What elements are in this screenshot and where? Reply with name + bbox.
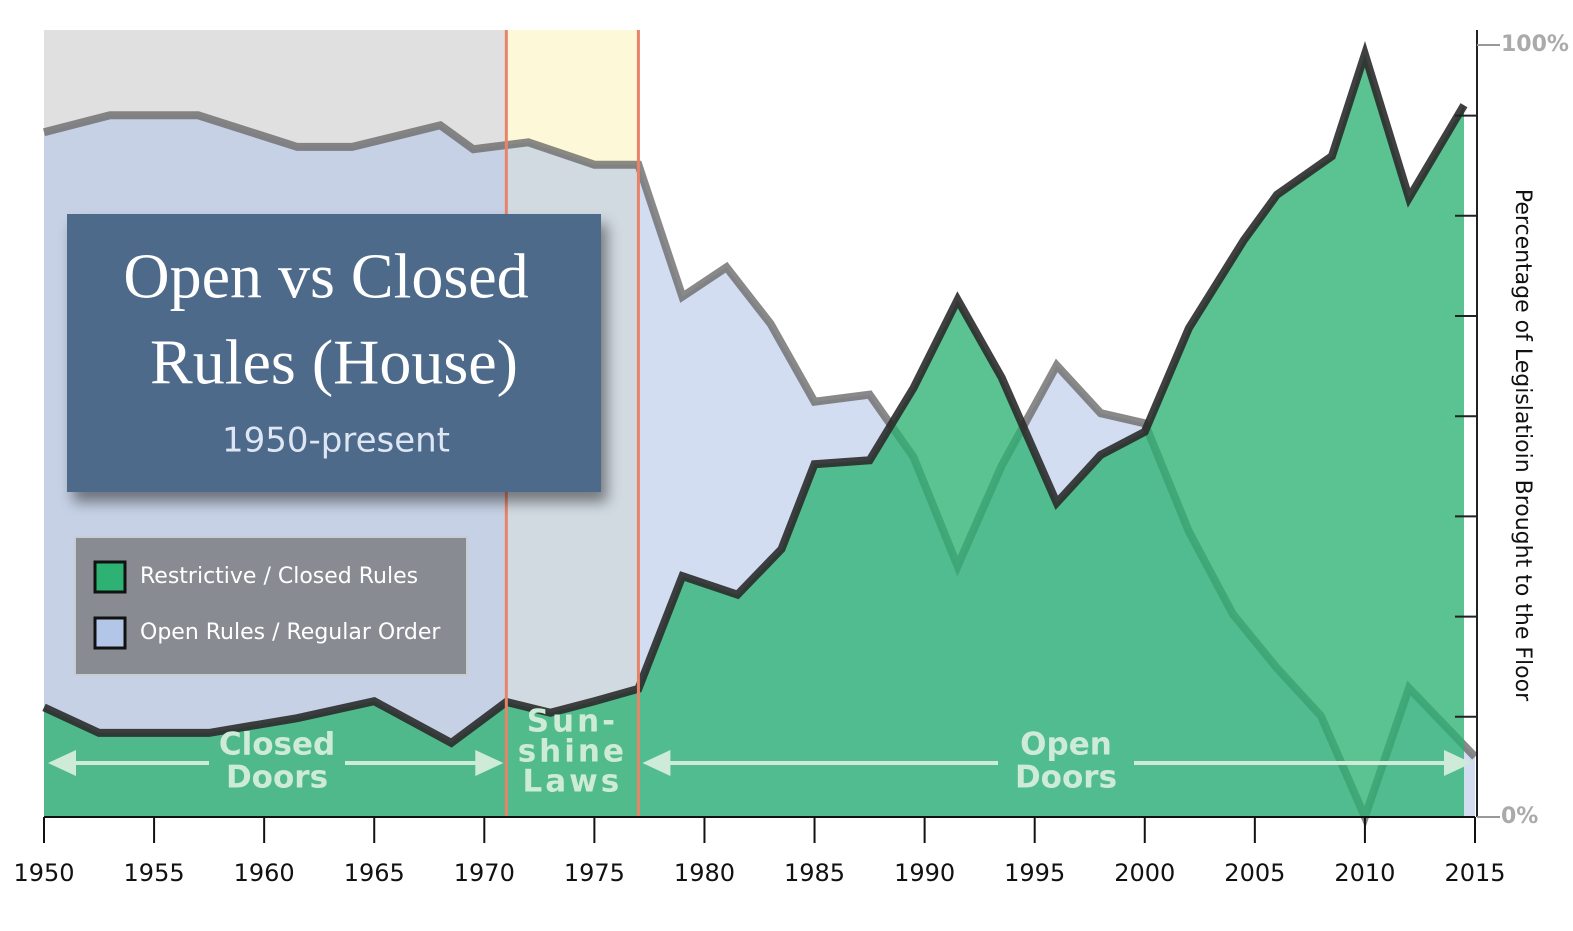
era-label: Doors	[226, 760, 328, 796]
y-tick-label: 0%	[1501, 804, 1538, 829]
legend-swatch	[93, 560, 127, 594]
era-label: Laws	[522, 764, 622, 800]
era-label: shine	[518, 734, 627, 770]
x-tick-label: 1960	[234, 859, 295, 887]
title-box	[67, 214, 601, 492]
x-tick-label: 1965	[344, 859, 405, 887]
legend-box	[74, 536, 468, 676]
x-tick-label: 1995	[1004, 859, 1065, 887]
arrow-head	[642, 750, 671, 776]
legend-label: Restrictive / Closed Rules	[140, 564, 418, 589]
era-label: Sun-	[527, 704, 618, 740]
subtitle: 1950-present	[222, 421, 450, 461]
arrow-head	[48, 750, 76, 776]
era-label: Open	[1020, 727, 1112, 763]
x-tick-label: 2015	[1444, 859, 1505, 887]
area	[44, 54, 1464, 818]
x-tick-label: 1955	[124, 859, 185, 887]
x-tick-label: 2000	[1114, 859, 1175, 887]
era-label: Doors	[1015, 760, 1117, 796]
title-line: Open vs Closed	[123, 241, 528, 312]
x-tick-label: 1950	[13, 859, 74, 887]
x-tick-label: 1985	[784, 859, 845, 887]
era-label: Closed	[219, 727, 335, 763]
x-tick-label: 1990	[894, 859, 955, 887]
x-tick-label: 2005	[1224, 859, 1285, 887]
y-axis-label: Percentage of Legislatioin Brought to th…	[1510, 189, 1535, 702]
y-tick-label: 100%	[1501, 32, 1569, 57]
x-tick-label: 1980	[674, 859, 735, 887]
x-tick-label: 1970	[454, 859, 515, 887]
legend-label: Open Rules / Regular Order	[140, 620, 441, 645]
title-line: Rules (House)	[150, 327, 518, 398]
x-tick-label: 2010	[1334, 859, 1395, 887]
line	[42, 41, 1468, 748]
legend-swatch	[93, 616, 127, 650]
x-tick-label: 1975	[564, 859, 625, 887]
